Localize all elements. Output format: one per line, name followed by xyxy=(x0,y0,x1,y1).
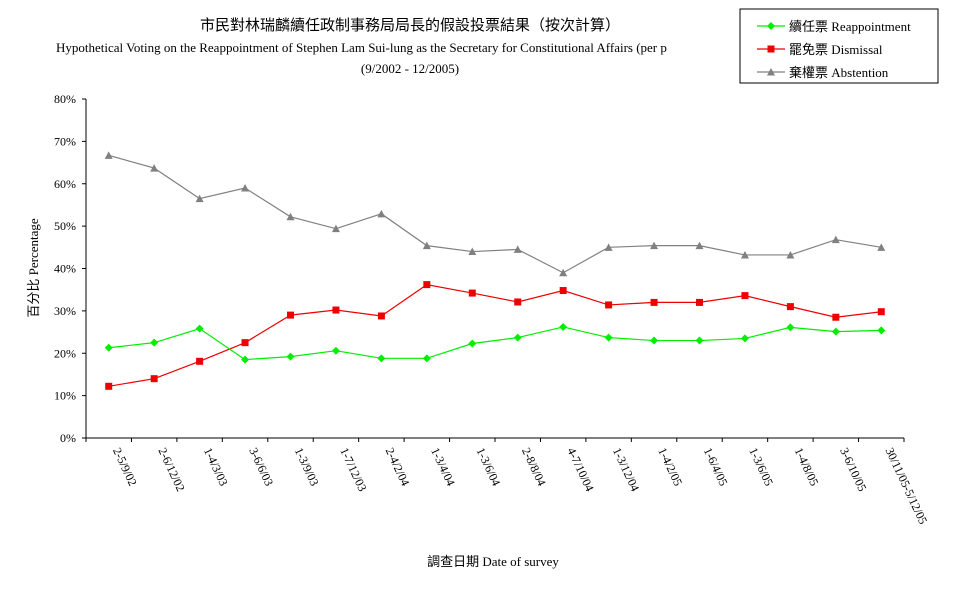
plot-area: 0% 10% 20% 30% 40% 50% 60% 70% 80% 2-5/9/02 2-6/12… xyxy=(54,92,930,526)
data-point-triangle xyxy=(104,151,113,159)
data-point-triangle xyxy=(740,250,749,259)
x-axis-label: 調查日期 Date of survey xyxy=(427,554,559,569)
data-point-diamond xyxy=(377,354,386,363)
data-point-square xyxy=(696,298,703,306)
legend: 續任票 Reappointment 罷免票 Dismissal 棄權票 Absten… xyxy=(739,8,939,84)
series-line-diamond xyxy=(108,326,882,361)
data-point-triangle xyxy=(559,268,568,277)
data-point-triangle xyxy=(331,224,340,233)
data-point-diamond xyxy=(877,326,886,335)
x-tick-label: 2-8/8/04 xyxy=(519,445,549,488)
series-line-square xyxy=(108,283,882,387)
data-point-diamond xyxy=(786,323,795,332)
legend-label: 續任票 Reappointment xyxy=(789,19,911,34)
data-point-square xyxy=(786,303,794,311)
legend-label: 棄權票 Abstention xyxy=(789,65,889,80)
y-tick-label: 80% xyxy=(54,92,76,106)
data-point-diamond xyxy=(331,346,340,355)
legend-box xyxy=(739,8,939,84)
data-point-triangle xyxy=(695,241,704,250)
data-point-diamond xyxy=(286,352,295,361)
data-point-square xyxy=(468,289,476,297)
x-tick-label: 1-4/8/05 xyxy=(792,445,822,488)
x-tick-label: 2-6/12/02 xyxy=(155,445,187,493)
x-tick-label: 1-3/4/04 xyxy=(428,445,458,488)
y-tick-label: 60% xyxy=(54,177,76,191)
data-point-diamond xyxy=(650,336,659,345)
data-point-square xyxy=(832,313,840,321)
data-point-square xyxy=(877,308,885,316)
x-tick-label: 3-6/10/05 xyxy=(837,445,869,493)
data-point-triangle xyxy=(786,250,795,259)
data-point-square xyxy=(559,287,567,295)
data-point-square xyxy=(423,281,431,289)
data-point-square xyxy=(105,382,113,390)
data-point-square xyxy=(332,306,340,314)
data-point-diamond xyxy=(740,334,749,343)
x-tick-label: 1-3/6/04 xyxy=(474,445,504,488)
x-tick-label: 30/11/05-5/12/05 xyxy=(883,445,931,526)
data-point-diamond xyxy=(468,339,477,348)
series-line-triangle xyxy=(108,154,882,274)
data-point-triangle xyxy=(831,235,840,244)
x-tick-label: 2-5/9/02 xyxy=(110,445,140,488)
data-point-diamond xyxy=(422,354,431,363)
data-point-triangle xyxy=(422,241,431,250)
y-tick-label: 0% xyxy=(60,431,76,445)
data-point-diamond xyxy=(695,336,704,345)
data-point-square xyxy=(287,311,294,319)
legend-label: 罷免票 Dismissal xyxy=(789,42,883,57)
data-point-square xyxy=(514,298,522,306)
data-point-diamond xyxy=(513,333,522,342)
data-point-diamond xyxy=(241,355,250,364)
data-point-square xyxy=(605,301,613,309)
x-tick-label: 1-3/12/04 xyxy=(610,445,642,493)
data-point-diamond xyxy=(831,327,840,336)
data-point-square xyxy=(650,298,658,306)
y-tick-label: 40% xyxy=(54,262,76,276)
data-point-triangle xyxy=(877,243,886,251)
y-tick-label: 70% xyxy=(54,134,76,148)
data-point-square xyxy=(741,292,749,300)
data-point-triangle xyxy=(650,241,659,250)
data-point-diamond xyxy=(150,338,159,347)
x-tick-label: 1-3/9/03 xyxy=(292,445,322,488)
x-tick-label: 1-6/4/05 xyxy=(701,445,731,488)
data-point-square xyxy=(377,312,385,320)
chart-period: (9/2002 - 12/2005) xyxy=(361,61,459,76)
data-point-diamond xyxy=(559,322,568,331)
chart-subtitle: Hypothetical Voting on the Reappointment… xyxy=(56,40,667,55)
data-point-triangle xyxy=(377,209,386,218)
data-point-diamond xyxy=(604,333,613,342)
x-tick-label: 1-4/2/05 xyxy=(655,445,685,488)
y-axis-label: 百分比 Percentage xyxy=(26,218,41,318)
data-point-triangle xyxy=(604,243,613,251)
data-point-diamond xyxy=(195,324,204,333)
y-tick-label: 20% xyxy=(54,346,76,360)
data-point-diamond xyxy=(104,343,113,352)
data-point-triangle xyxy=(286,212,295,221)
x-tick-label: 1-7/12/03 xyxy=(337,445,369,493)
data-point-square xyxy=(150,375,158,383)
x-tick-label: 3-6/6/03 xyxy=(246,445,276,488)
x-tick-label: 4-7/10/04 xyxy=(564,445,596,493)
chart-title: 市民對林瑞麟續任政制事務局局長的假設投票結果（按次計算） xyxy=(200,16,620,34)
y-tick-label: 10% xyxy=(54,389,76,403)
y-tick-label: 50% xyxy=(54,219,76,233)
legend-marker-diamond xyxy=(767,22,775,30)
x-tick-label: 1-4/3/03 xyxy=(201,445,231,488)
y-tick-label: 30% xyxy=(54,304,76,318)
legend-marker-triangle xyxy=(767,68,775,76)
x-tick-label: 2-4/2/04 xyxy=(383,445,413,488)
data-point-triangle xyxy=(468,247,477,256)
legend-marker-square xyxy=(767,45,775,53)
x-tick-label: 1-3/6/05 xyxy=(746,445,776,488)
data-point-square xyxy=(196,357,204,365)
data-point-square xyxy=(241,339,249,347)
data-point-triangle xyxy=(150,164,159,172)
data-point-triangle xyxy=(195,194,204,203)
data-point-triangle xyxy=(513,245,522,253)
data-point-triangle xyxy=(241,183,250,192)
